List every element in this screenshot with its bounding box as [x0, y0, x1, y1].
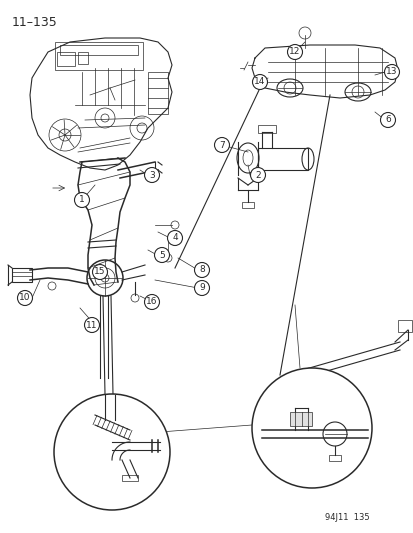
Text: 3: 3 — [149, 171, 154, 180]
Circle shape — [252, 368, 371, 488]
Circle shape — [194, 262, 209, 278]
Text: 16: 16 — [146, 297, 157, 306]
Text: 5: 5 — [159, 251, 164, 260]
Text: 11: 11 — [86, 320, 97, 329]
Text: 4: 4 — [172, 233, 177, 243]
Bar — [122, 475, 138, 481]
Bar — [242, 202, 254, 208]
Text: 6: 6 — [384, 116, 390, 125]
Circle shape — [380, 112, 394, 127]
Circle shape — [144, 167, 159, 182]
Circle shape — [214, 138, 229, 152]
Bar — [397, 320, 411, 332]
Text: 14: 14 — [254, 77, 265, 86]
Bar — [289, 412, 311, 426]
Circle shape — [384, 64, 399, 79]
Circle shape — [144, 295, 159, 310]
Circle shape — [287, 44, 302, 60]
Text: 13: 13 — [385, 68, 397, 77]
Text: 2: 2 — [254, 171, 260, 180]
Text: 10: 10 — [19, 294, 31, 303]
Bar — [78, 52, 88, 64]
Text: 11–135: 11–135 — [12, 16, 57, 29]
Bar — [328, 455, 340, 461]
Circle shape — [154, 247, 169, 262]
Bar — [257, 148, 307, 170]
Circle shape — [17, 290, 33, 305]
Circle shape — [74, 192, 89, 207]
Circle shape — [167, 230, 182, 246]
Text: 94J11  135: 94J11 135 — [325, 513, 369, 522]
Circle shape — [250, 167, 265, 182]
Circle shape — [252, 75, 267, 90]
Bar — [57, 52, 75, 66]
Text: 9: 9 — [199, 284, 204, 293]
Bar — [12, 268, 32, 282]
Bar — [147, 72, 168, 114]
Circle shape — [54, 394, 170, 510]
Circle shape — [194, 280, 209, 295]
Text: 7: 7 — [218, 141, 224, 149]
Bar — [60, 45, 138, 55]
Text: 8: 8 — [199, 265, 204, 274]
Circle shape — [92, 264, 107, 279]
Bar — [257, 125, 275, 133]
Text: 1: 1 — [79, 196, 85, 205]
Text: 12: 12 — [289, 47, 300, 56]
Text: 15: 15 — [94, 268, 105, 277]
Circle shape — [84, 318, 99, 333]
Bar — [55, 42, 142, 70]
